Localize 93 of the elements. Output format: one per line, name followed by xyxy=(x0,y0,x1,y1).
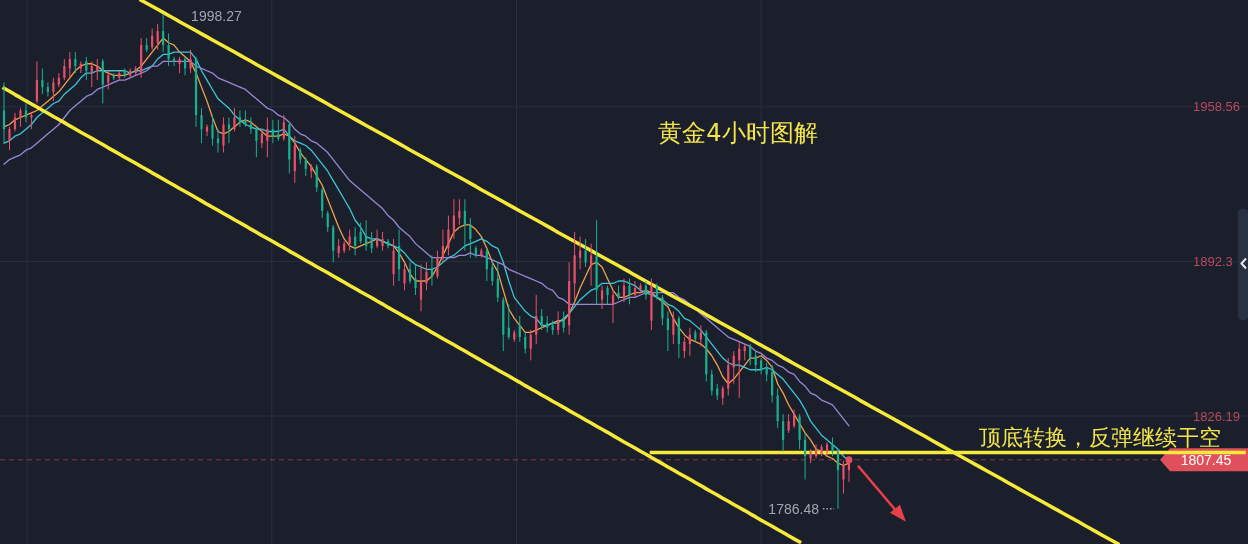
candlestick xyxy=(535,294,538,345)
candlestick xyxy=(782,413,785,452)
candlestick xyxy=(721,385,724,406)
candlestick xyxy=(589,243,593,287)
candlestick xyxy=(332,224,335,263)
candlestick xyxy=(107,70,110,90)
candlestick xyxy=(392,238,395,287)
candlestick xyxy=(205,124,209,137)
candlestick xyxy=(666,310,669,352)
candlestick xyxy=(463,198,466,252)
text: 黄金4小时图解 xyxy=(658,119,818,147)
candlestick xyxy=(222,116,225,154)
candlestick xyxy=(249,116,252,135)
candlestick xyxy=(765,362,768,382)
candlestick xyxy=(491,259,494,287)
candlestick xyxy=(277,119,280,142)
candlestick xyxy=(600,285,604,310)
y-tick-label: 1826.19 xyxy=(1193,408,1240,424)
candlestick xyxy=(271,119,274,144)
candlestick xyxy=(85,56,88,81)
candlestick xyxy=(430,254,434,287)
candlestick xyxy=(90,60,93,88)
y-tick-label: 1958.56 xyxy=(1193,99,1240,115)
candlestick xyxy=(414,264,417,296)
candlestick xyxy=(8,126,11,151)
candlestick xyxy=(348,229,351,252)
candlestick xyxy=(792,408,796,429)
candlestick xyxy=(19,107,22,128)
candlestick xyxy=(408,261,412,284)
candlestick xyxy=(425,261,428,291)
candlestick xyxy=(74,51,77,74)
candlestick xyxy=(41,67,44,95)
candlestick xyxy=(628,278,631,305)
candlestick xyxy=(238,109,242,128)
candlestick xyxy=(524,331,527,354)
candlestick xyxy=(321,187,324,219)
candlestick xyxy=(441,229,445,263)
candlestick xyxy=(52,77,55,102)
candlestick xyxy=(189,49,192,74)
candlestick xyxy=(233,107,236,132)
annotation: 顶底转换，反弹继续干空 xyxy=(979,424,1221,449)
candlestick xyxy=(436,250,439,280)
candlestick xyxy=(46,81,49,97)
candlestick xyxy=(255,126,258,158)
candlestick xyxy=(562,310,565,333)
annotation: 1998.27 xyxy=(191,8,242,25)
candlestick xyxy=(167,32,170,67)
candlestick xyxy=(101,58,104,104)
candlestick xyxy=(661,294,664,326)
candlestick xyxy=(749,343,752,366)
candlestick xyxy=(727,357,730,396)
candlestick xyxy=(584,238,587,268)
candlestick xyxy=(266,116,269,158)
candlestick xyxy=(24,102,28,123)
candlestick xyxy=(771,364,774,403)
candlestick xyxy=(529,329,532,361)
candlestick xyxy=(156,23,159,51)
candlestick xyxy=(458,198,461,226)
candlestick xyxy=(518,315,521,343)
candlestick xyxy=(227,116,231,144)
candlestick xyxy=(606,285,609,305)
candlestick xyxy=(211,114,214,147)
candlestick xyxy=(397,229,401,282)
candlestick xyxy=(326,210,329,233)
candlestick xyxy=(814,444,818,460)
candlestick xyxy=(403,261,406,291)
y-tick-label: 1892.3 xyxy=(1193,254,1233,270)
annotation: 1786.48 xyxy=(768,500,820,517)
candlestick xyxy=(447,215,450,256)
candlestick xyxy=(842,460,845,495)
candlestick xyxy=(798,413,801,450)
candlestick xyxy=(315,163,318,193)
candlestick xyxy=(57,72,60,88)
candlestick xyxy=(672,310,675,345)
ref-line-label: 1807.45 xyxy=(1180,451,1232,468)
candlestick xyxy=(699,324,702,347)
candlestick xyxy=(579,236,582,270)
candlestick xyxy=(376,229,379,249)
candlestick xyxy=(2,81,6,144)
candlestick xyxy=(200,107,203,144)
candlestick xyxy=(710,369,713,396)
candlestick xyxy=(13,112,17,132)
candlestick xyxy=(162,13,165,53)
candlestick xyxy=(96,58,99,81)
candlestick xyxy=(381,231,384,252)
candlestick xyxy=(419,264,423,312)
candlestick xyxy=(337,238,340,259)
candlestick xyxy=(469,217,472,259)
candlestick xyxy=(633,280,637,298)
candlestick xyxy=(63,58,66,81)
candlestick xyxy=(831,436,834,457)
candlestick xyxy=(282,114,285,142)
candlestick xyxy=(35,60,39,104)
